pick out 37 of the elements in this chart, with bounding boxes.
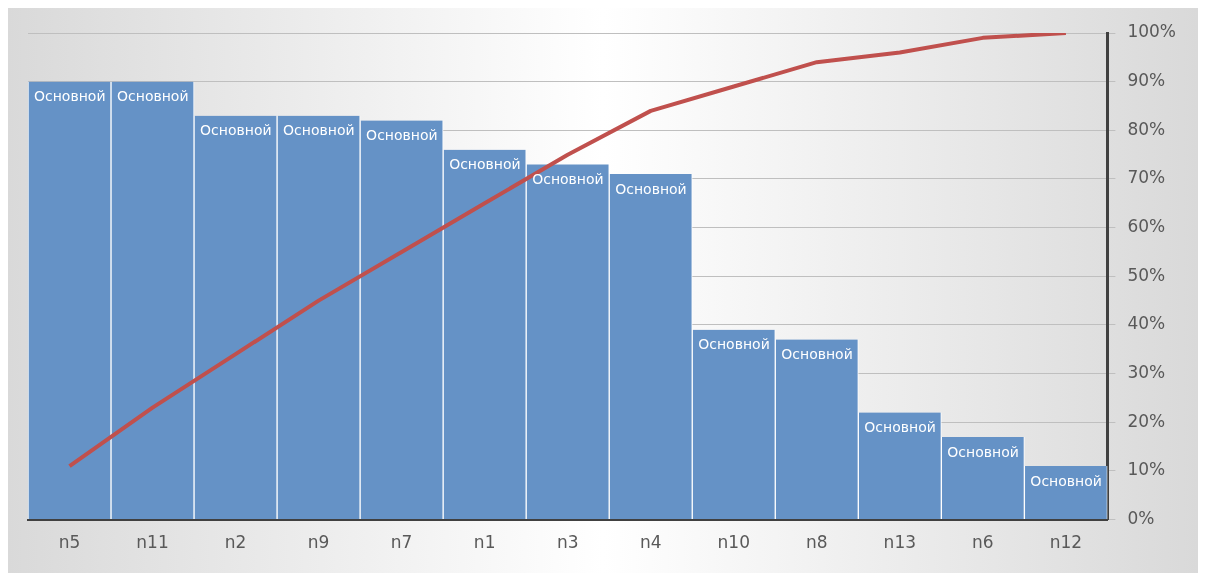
y2-tick-label: 60% [1127, 216, 1166, 237]
data-label: Основной [864, 419, 936, 436]
y2-tick-label: 40% [1127, 313, 1166, 334]
y2-tick-label: 90% [1127, 70, 1166, 91]
x-tick-label: n8 [805, 532, 828, 553]
data-label: Основной [947, 443, 1019, 460]
x-tick-label: n1 [473, 532, 496, 553]
data-label: Основной [698, 336, 770, 353]
x-tick-label: n9 [307, 532, 330, 553]
x-tick-label: n2 [224, 532, 247, 553]
x-tick-label: n3 [556, 532, 579, 553]
x-tick-label: n6 [972, 532, 994, 553]
y2-tick-label: 0% [1127, 508, 1155, 529]
x-tick-label: n13 [883, 532, 917, 553]
data-label: Основной [283, 122, 355, 139]
x-tick-label: n5 [58, 532, 81, 553]
data-label: Основной [781, 346, 853, 363]
data-label: Основной [449, 156, 521, 173]
data-label: Основной [34, 88, 106, 105]
x-tick-label: n10 [717, 532, 750, 553]
x-tick-label: n4 [639, 532, 662, 553]
y2-tick-label: 100% [1127, 21, 1177, 42]
data-label: Основной [615, 180, 687, 197]
x-tick-label: n7 [390, 532, 413, 553]
x-tick-label: n12 [1049, 532, 1083, 553]
data-label: Основной [200, 122, 272, 139]
data-label: Основной [532, 171, 604, 188]
y2-tick-label: 10% [1127, 459, 1166, 480]
y2-tick-label: 80% [1127, 118, 1166, 139]
y2-tick-label: 70% [1127, 167, 1166, 188]
data-label: Основной [1030, 472, 1102, 489]
data-label: Основной [366, 127, 438, 144]
y2-tick-label: 30% [1127, 362, 1166, 383]
x-tick-label: n11 [136, 532, 169, 553]
y2-tick-label: 50% [1127, 264, 1166, 285]
y2-tick-label: 20% [1127, 410, 1166, 431]
data-label: Основной [117, 88, 189, 105]
